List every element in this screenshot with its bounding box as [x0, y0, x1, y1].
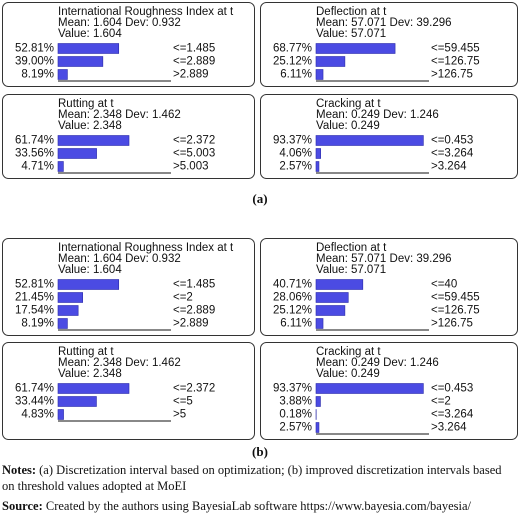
percent-label: 8.19% [21, 318, 54, 330]
probability-bar [316, 149, 321, 159]
probability-bar [58, 384, 129, 394]
percent-label: 17.54% [15, 305, 54, 317]
probability-bar [58, 397, 96, 407]
state-label: <=0.453 [431, 135, 473, 147]
state-label: >3.264 [431, 161, 467, 173]
probability-bar [58, 70, 67, 80]
probability-bar [316, 293, 348, 303]
percent-label: 6.11% [280, 318, 312, 330]
probability-bar [58, 319, 67, 329]
state-label: >3.264 [431, 422, 467, 434]
probability-bar [58, 44, 119, 54]
state-label: >2.889 [173, 69, 209, 81]
percent-label: 3.88% [279, 396, 312, 408]
percent-label: 0.18% [279, 409, 312, 421]
percent-label: 93.37% [273, 383, 312, 395]
probability-bar [58, 57, 103, 67]
probability-bar [58, 293, 83, 303]
probability-bar [58, 410, 64, 420]
state-label: >5.003 [173, 161, 209, 173]
source: Source: Created by the authors using Bay… [2, 498, 516, 514]
figure: International Roughness Index at tMean: … [0, 0, 520, 460]
probability-bar [316, 280, 363, 290]
percent-label: 61.74% [15, 383, 54, 395]
percent-label: 2.57% [279, 161, 312, 173]
state-label: <=126.75 [431, 305, 480, 317]
state-label: <=2.889 [173, 56, 215, 68]
monitor-value: Value: 1.604 [58, 264, 122, 276]
state-label: <=59.455 [431, 292, 480, 304]
percent-label: 33.44% [15, 396, 54, 408]
percent-label: 68.77% [273, 43, 312, 55]
caption: (b) [252, 444, 268, 459]
probability-bar [58, 149, 97, 159]
state-label: <=59.455 [431, 43, 480, 55]
percent-label: 93.37% [273, 135, 312, 147]
probability-bar [316, 306, 345, 316]
state-label: <=5 [173, 396, 193, 408]
probability-bar [58, 280, 119, 290]
probability-bar [316, 423, 319, 433]
probability-bar [316, 136, 423, 146]
state-label: >2.889 [173, 318, 209, 330]
state-label: <=2.372 [173, 135, 215, 147]
state-label: <=2 [431, 396, 451, 408]
state-label: >126.75 [431, 318, 473, 330]
probability-bar [58, 162, 63, 172]
notes-label: Notes: [2, 463, 36, 477]
percent-label: 4.83% [21, 409, 54, 421]
monitor-value: Value: 57.071 [316, 28, 386, 40]
state-label: >5 [173, 409, 186, 421]
probability-bar [316, 397, 320, 407]
percent-label: 25.12% [273, 56, 312, 68]
monitor-value: Value: 2.348 [58, 120, 122, 132]
notes-block: Notes: (a) Discretization interval based… [2, 462, 516, 514]
caption: (a) [252, 191, 267, 206]
state-label: <=5.003 [173, 148, 215, 160]
percent-label: 61.74% [15, 135, 54, 147]
state-label: <=3.264 [431, 148, 474, 160]
percent-label: 21.45% [15, 292, 54, 304]
monitor-value: Value: 2.348 [58, 368, 122, 380]
percent-label: 52.81% [15, 43, 54, 55]
state-label: <=3.264 [431, 409, 474, 421]
monitor-value: Value: 0.249 [316, 120, 380, 132]
percent-label: 33.56% [15, 148, 54, 160]
state-label: <=2.372 [173, 383, 215, 395]
state-label: <=2 [173, 292, 193, 304]
monitor-value: Value: 0.249 [316, 368, 380, 380]
percent-label: 8.19% [21, 69, 54, 81]
probability-bar [316, 57, 345, 67]
percent-label: 4.71% [21, 161, 54, 173]
probability-bar [316, 70, 323, 80]
percent-label: 52.81% [15, 279, 54, 291]
state-label: <=1.485 [173, 279, 215, 291]
probability-bar [316, 44, 395, 54]
state-label: <=0.453 [431, 383, 473, 395]
notes: Notes: (a) Discretization interval based… [2, 462, 516, 494]
state-label: <=2.889 [173, 305, 215, 317]
percent-label: 6.11% [280, 69, 312, 81]
probability-bar [316, 162, 319, 172]
notes-text: (a) Discretization interval based on opt… [2, 463, 502, 493]
state-label: <=1.485 [173, 43, 215, 55]
state-label: <=126.75 [431, 56, 480, 68]
probability-bar [316, 384, 423, 394]
probability-bar [58, 136, 129, 146]
monitor-value: Value: 1.604 [58, 28, 122, 40]
state-label: >126.75 [431, 69, 473, 81]
percent-label: 25.12% [273, 305, 312, 317]
probability-bar [58, 306, 78, 316]
monitor-value: Value: 57.071 [316, 264, 386, 276]
percent-label: 39.00% [15, 56, 54, 68]
percent-label: 40.71% [273, 279, 312, 291]
percent-label: 4.06% [279, 148, 312, 160]
state-label: <=40 [431, 279, 457, 291]
probability-bar [316, 319, 323, 329]
percent-label: 28.06% [273, 292, 312, 304]
percent-label: 2.57% [279, 422, 312, 434]
